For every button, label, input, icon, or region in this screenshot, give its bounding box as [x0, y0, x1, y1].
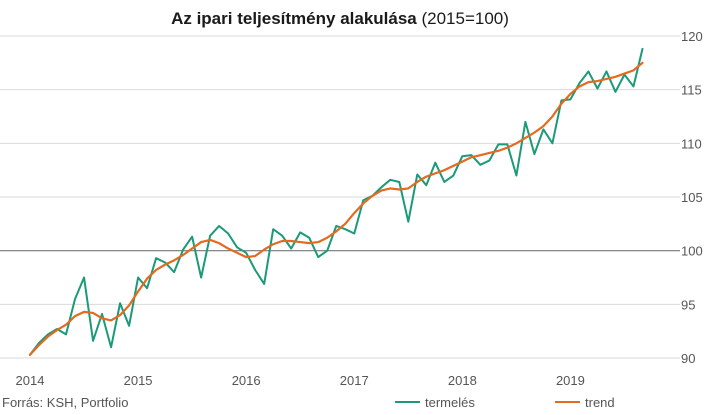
chart-title: Az ipari teljesítmény alakulása (2015=10…: [171, 9, 509, 28]
series-line-trend: [28, 61, 644, 356]
y-axis: 90 95 100 105 110 115 120: [681, 29, 703, 366]
x-tick-label: 2016: [232, 373, 261, 388]
x-tick-label: 2015: [124, 373, 153, 388]
x-axis: 2014 2015 2016 2017 2018 2019: [16, 373, 585, 388]
y-tick-label: 100: [681, 244, 703, 259]
x-tick-label: 2014: [16, 373, 45, 388]
legend: termelés trend: [395, 395, 615, 410]
source-note: Forrás: KSH, Portfolio: [2, 395, 128, 410]
grid: [0, 35, 680, 359]
y-tick-label: 90: [681, 351, 695, 366]
y-tick-label: 95: [681, 297, 695, 312]
legend-label: termelés: [425, 395, 475, 410]
y-tick-label: 110: [681, 136, 702, 151]
chart-title-main: Az ipari teljesítmény alakulása: [171, 9, 417, 28]
series-line-termeles: [29, 47, 644, 356]
y-tick-label: 105: [681, 190, 703, 205]
x-tick-label: 2017: [340, 373, 369, 388]
y-tick-label: 115: [681, 83, 702, 98]
x-tick-label: 2019: [556, 373, 585, 388]
x-tick-label: 2018: [448, 373, 477, 388]
y-tick-label: 120: [681, 29, 703, 44]
legend-label: trend: [585, 395, 615, 410]
chart-title-suffix: (2015=100): [421, 9, 508, 28]
series-lines: [28, 47, 644, 356]
